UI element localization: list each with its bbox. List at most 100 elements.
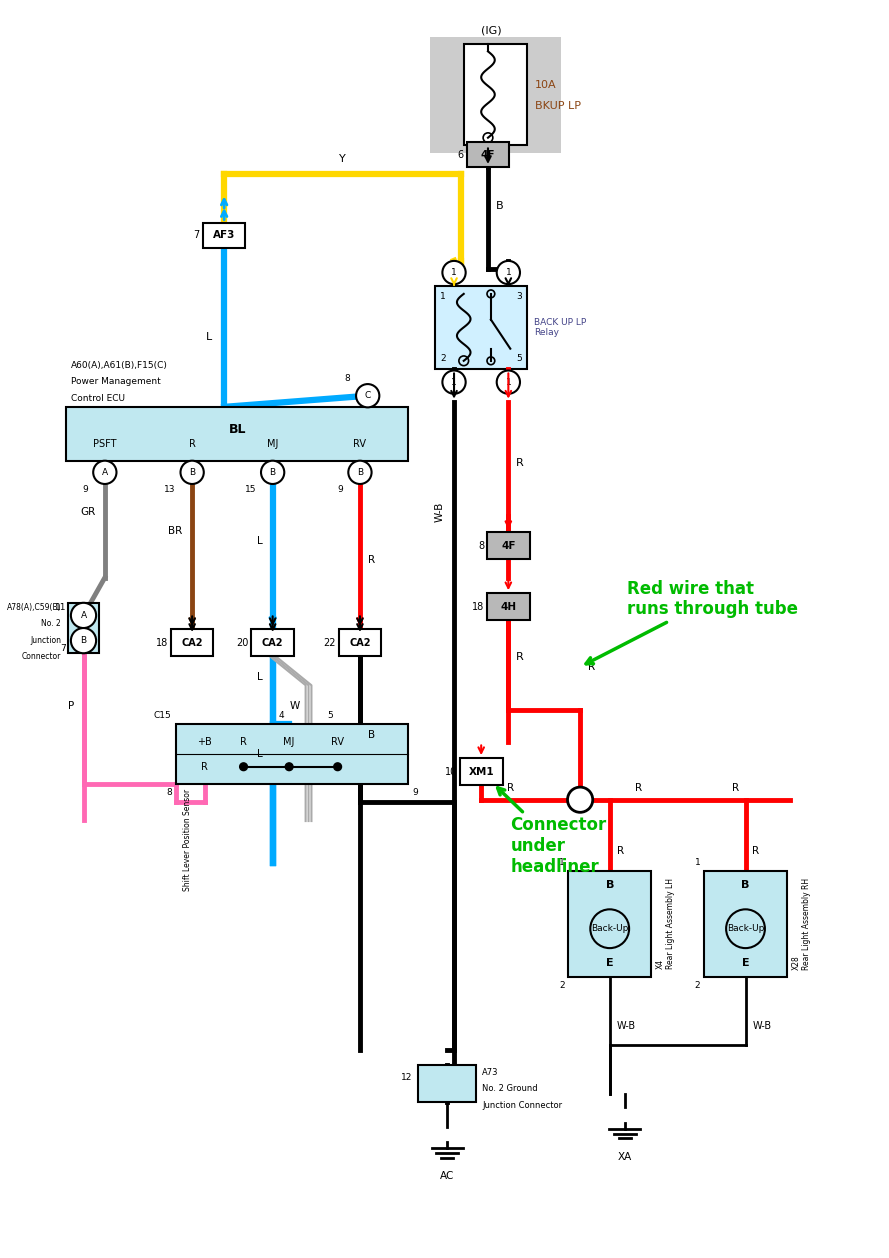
Text: 1: 1 xyxy=(694,858,701,867)
Text: 20: 20 xyxy=(236,638,248,648)
Text: E: E xyxy=(741,957,749,967)
Text: Y: Y xyxy=(339,155,346,165)
Text: Connector
under
headliner: Connector under headliner xyxy=(498,788,606,876)
Bar xyxy=(171,629,213,657)
Text: Shift Lever Position Sensor: Shift Lever Position Sensor xyxy=(183,789,192,891)
Bar xyxy=(252,629,294,657)
Text: BKUP LP: BKUP LP xyxy=(535,101,581,111)
Bar xyxy=(203,223,245,248)
Text: No. 2 Ground: No. 2 Ground xyxy=(482,1084,538,1093)
Text: B: B xyxy=(269,468,276,477)
Text: PSFT: PSFT xyxy=(93,439,116,449)
Text: 22: 22 xyxy=(324,638,336,648)
Text: 13: 13 xyxy=(164,484,176,494)
Circle shape xyxy=(261,460,284,484)
Text: 5: 5 xyxy=(327,711,332,720)
Circle shape xyxy=(285,762,293,771)
Text: Back-Up: Back-Up xyxy=(591,925,629,933)
Text: Power Management: Power Management xyxy=(71,377,161,386)
Text: W-B: W-B xyxy=(752,1020,772,1030)
Text: Junction: Junction xyxy=(30,635,61,645)
Text: R: R xyxy=(616,847,623,857)
Text: 11: 11 xyxy=(54,603,66,611)
Text: R: R xyxy=(732,782,739,793)
Text: 1: 1 xyxy=(506,268,511,277)
Bar xyxy=(339,629,381,657)
Text: AC: AC xyxy=(440,1171,454,1181)
Text: A73: A73 xyxy=(482,1068,499,1077)
Text: L: L xyxy=(257,536,263,546)
Text: 9: 9 xyxy=(338,484,343,494)
Text: R: R xyxy=(240,736,247,746)
Text: BR: BR xyxy=(168,526,182,536)
Text: 9: 9 xyxy=(412,788,418,798)
Text: MJ: MJ xyxy=(284,736,295,746)
Text: P: P xyxy=(68,701,74,711)
Bar xyxy=(68,603,99,653)
Text: 8: 8 xyxy=(478,541,485,551)
Bar xyxy=(487,532,530,559)
Bar xyxy=(430,36,561,153)
Circle shape xyxy=(348,460,372,484)
Text: 12: 12 xyxy=(401,1073,412,1082)
Text: 7: 7 xyxy=(60,644,66,653)
Text: Back-Up: Back-Up xyxy=(727,925,765,933)
Text: 1: 1 xyxy=(506,377,511,386)
Bar xyxy=(467,142,509,167)
Text: B: B xyxy=(605,881,614,891)
Text: 4: 4 xyxy=(278,711,284,720)
Text: L: L xyxy=(206,332,212,342)
Text: L: L xyxy=(257,672,263,682)
Text: B: B xyxy=(741,881,749,891)
Text: 4F: 4F xyxy=(501,541,516,551)
Text: BACK UP LP
Relay: BACK UP LP Relay xyxy=(534,317,587,337)
Circle shape xyxy=(71,628,96,653)
Text: 5: 5 xyxy=(517,353,523,362)
Text: 1: 1 xyxy=(559,858,565,867)
Text: C15: C15 xyxy=(153,711,171,720)
Text: R: R xyxy=(507,782,514,793)
Bar xyxy=(464,44,527,146)
Text: MJ: MJ xyxy=(267,439,278,449)
Text: RV: RV xyxy=(331,736,344,746)
Text: XM1: XM1 xyxy=(469,766,494,776)
Text: Control ECU: Control ECU xyxy=(71,394,124,403)
Circle shape xyxy=(93,460,116,484)
Text: +B: +B xyxy=(197,736,212,746)
Text: A: A xyxy=(80,611,86,620)
Text: 18: 18 xyxy=(156,638,168,648)
Text: C: C xyxy=(364,391,371,400)
Text: 1: 1 xyxy=(440,292,445,301)
Text: RV: RV xyxy=(354,439,366,449)
Text: 2: 2 xyxy=(475,148,481,159)
Circle shape xyxy=(333,762,341,771)
Bar xyxy=(568,871,651,977)
Text: A78(A),C59(B): A78(A),C59(B) xyxy=(6,603,61,611)
Text: 8: 8 xyxy=(345,374,350,384)
Circle shape xyxy=(497,260,520,284)
Text: 6: 6 xyxy=(458,150,464,160)
Text: 4H: 4H xyxy=(501,601,517,611)
Bar xyxy=(66,408,408,460)
Text: E: E xyxy=(606,957,613,967)
Text: 2: 2 xyxy=(695,981,701,990)
Text: R: R xyxy=(188,439,196,449)
Circle shape xyxy=(443,260,466,284)
Bar xyxy=(418,1066,477,1102)
Text: 1: 1 xyxy=(451,268,457,277)
Text: A: A xyxy=(101,468,108,477)
Text: GR: GR xyxy=(80,507,95,517)
Text: R: R xyxy=(635,782,642,793)
Text: W-B: W-B xyxy=(435,502,444,522)
Text: CA2: CA2 xyxy=(181,638,203,648)
Bar xyxy=(704,871,787,977)
Text: L: L xyxy=(257,749,263,759)
Text: 2: 2 xyxy=(559,981,565,990)
Text: B: B xyxy=(189,468,196,477)
Text: AF3: AF3 xyxy=(213,230,236,240)
Text: 15: 15 xyxy=(244,484,256,494)
Circle shape xyxy=(180,460,204,484)
Bar xyxy=(435,286,527,369)
Bar xyxy=(487,593,530,620)
Text: Junction Connector: Junction Connector xyxy=(482,1101,562,1110)
